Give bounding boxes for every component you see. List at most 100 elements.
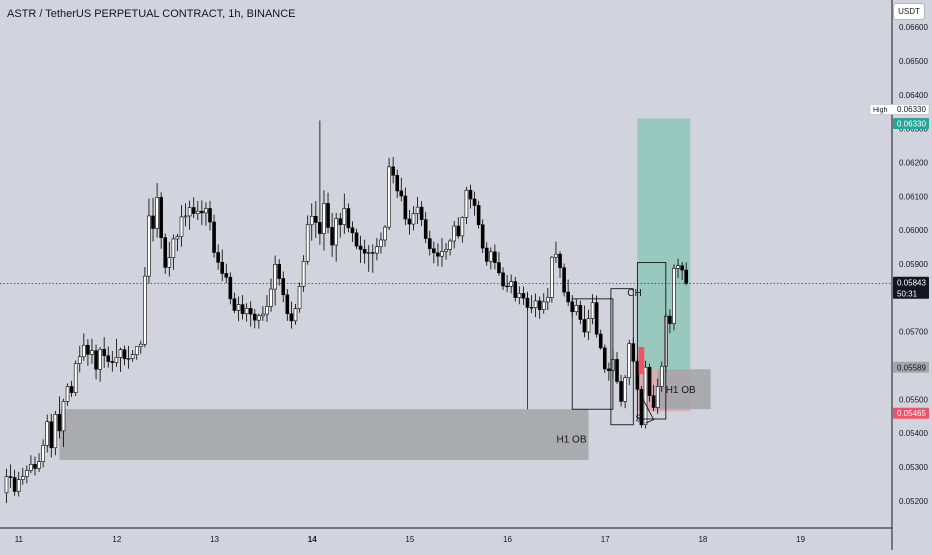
candle-body [273, 264, 277, 290]
candle-body [668, 315, 672, 324]
price-tick-label: 0.05200 [899, 497, 928, 506]
candle-body [220, 262, 225, 274]
candle-body [448, 240, 452, 250]
candle-body [232, 298, 237, 311]
price-tick-label: 0.06200 [899, 158, 928, 167]
candle-body [106, 355, 111, 362]
date-tick-label: 12 [112, 535, 121, 544]
candle-body [407, 218, 412, 225]
candle-body [12, 477, 17, 492]
candle-body [204, 208, 208, 214]
candle-body [163, 237, 168, 268]
current-price-tag: 0.05843 [897, 278, 926, 287]
choch-label: CH [627, 288, 641, 299]
candle-body [252, 313, 257, 321]
candle-body [8, 476, 13, 478]
candle-body [33, 464, 37, 469]
candle-body [86, 344, 90, 355]
candle-body [139, 343, 143, 347]
candle-body [322, 203, 326, 234]
high-price-tag: 0.06330 [897, 119, 926, 128]
candle-body [289, 313, 294, 322]
price-tick-label: 0.05500 [899, 395, 928, 404]
high-label-text: High [873, 107, 888, 114]
candle-body [90, 350, 94, 355]
candle-body [379, 239, 383, 248]
price-tick-label: 0.06000 [899, 226, 928, 235]
price-tick-label: 0.06100 [899, 192, 928, 201]
price-tick-label: 0.06400 [899, 91, 928, 100]
price-axis[interactable]: 0.06600 0.06500 0.06400 0.06300 0.06200 0.061… [899, 23, 928, 506]
candle-body [436, 252, 440, 257]
candle-body [94, 350, 98, 370]
candle-body [41, 445, 45, 462]
candle-body [175, 236, 180, 240]
candle-body [427, 238, 432, 250]
candle-body [480, 224, 485, 249]
candle-body [179, 216, 184, 237]
candle-body [444, 249, 448, 252]
candle-body [354, 232, 359, 247]
candle-body [65, 386, 70, 402]
candle-body [680, 265, 684, 271]
price-tick-label: 0.05700 [899, 328, 928, 337]
candle-body [623, 377, 627, 402]
candle-body [627, 343, 632, 379]
date-tick-label: 15 [405, 535, 414, 544]
price-tick-label: 0.05400 [899, 429, 928, 438]
candle-body [619, 381, 623, 402]
candle-body [257, 315, 261, 321]
candle-body [4, 476, 9, 494]
candle-body [326, 203, 330, 228]
candle-body [655, 386, 660, 408]
candle-body [77, 356, 82, 364]
entry-candle-highlight [638, 346, 645, 374]
candle-body [672, 268, 676, 324]
candle-body [403, 195, 408, 220]
candle-body [314, 215, 318, 223]
candle-body [566, 291, 570, 303]
candle-body [69, 386, 74, 393]
currency-button[interactable]: USDT [893, 3, 925, 20]
candle-body [423, 219, 428, 239]
candle-body [391, 166, 395, 176]
time-axis[interactable]: 11 12 13 14 15 16 17 18 19 [15, 535, 806, 544]
candle-body [114, 357, 119, 363]
candle-body [505, 285, 509, 288]
candle-body [334, 218, 338, 246]
candle-body [98, 348, 102, 370]
price-tick-label: 0.06300 [899, 125, 928, 134]
date-tick-label: 14 [308, 535, 317, 544]
high-label-value: 0.06330 [897, 105, 926, 114]
candle-body [350, 227, 355, 234]
candle-body [208, 208, 212, 223]
candle-body [415, 206, 420, 214]
candle-body [659, 365, 664, 387]
candle-body [228, 276, 233, 300]
candle-body [167, 257, 172, 268]
candle-body [419, 206, 424, 220]
order-block-zone [59, 409, 589, 460]
entry-price-tag-bg [893, 361, 929, 373]
candle-body [297, 286, 302, 309]
candle-body [53, 413, 58, 449]
candle-body [399, 190, 404, 197]
candle-body [301, 260, 306, 287]
candle-body [643, 366, 648, 426]
candle-body [676, 265, 680, 269]
candle-body [582, 319, 587, 333]
candle-body [574, 304, 579, 313]
candle-body [200, 210, 204, 214]
candle-body [460, 216, 465, 237]
date-tick-label: 16 [503, 535, 512, 544]
candle-body [171, 238, 176, 258]
structure-box [636, 262, 667, 420]
sweep-arrow [641, 395, 655, 424]
structure-box [610, 288, 634, 426]
candle-body [122, 349, 127, 360]
candle-body [456, 225, 461, 237]
date-tick-label: 19 [796, 535, 805, 544]
candle-body [529, 307, 534, 309]
